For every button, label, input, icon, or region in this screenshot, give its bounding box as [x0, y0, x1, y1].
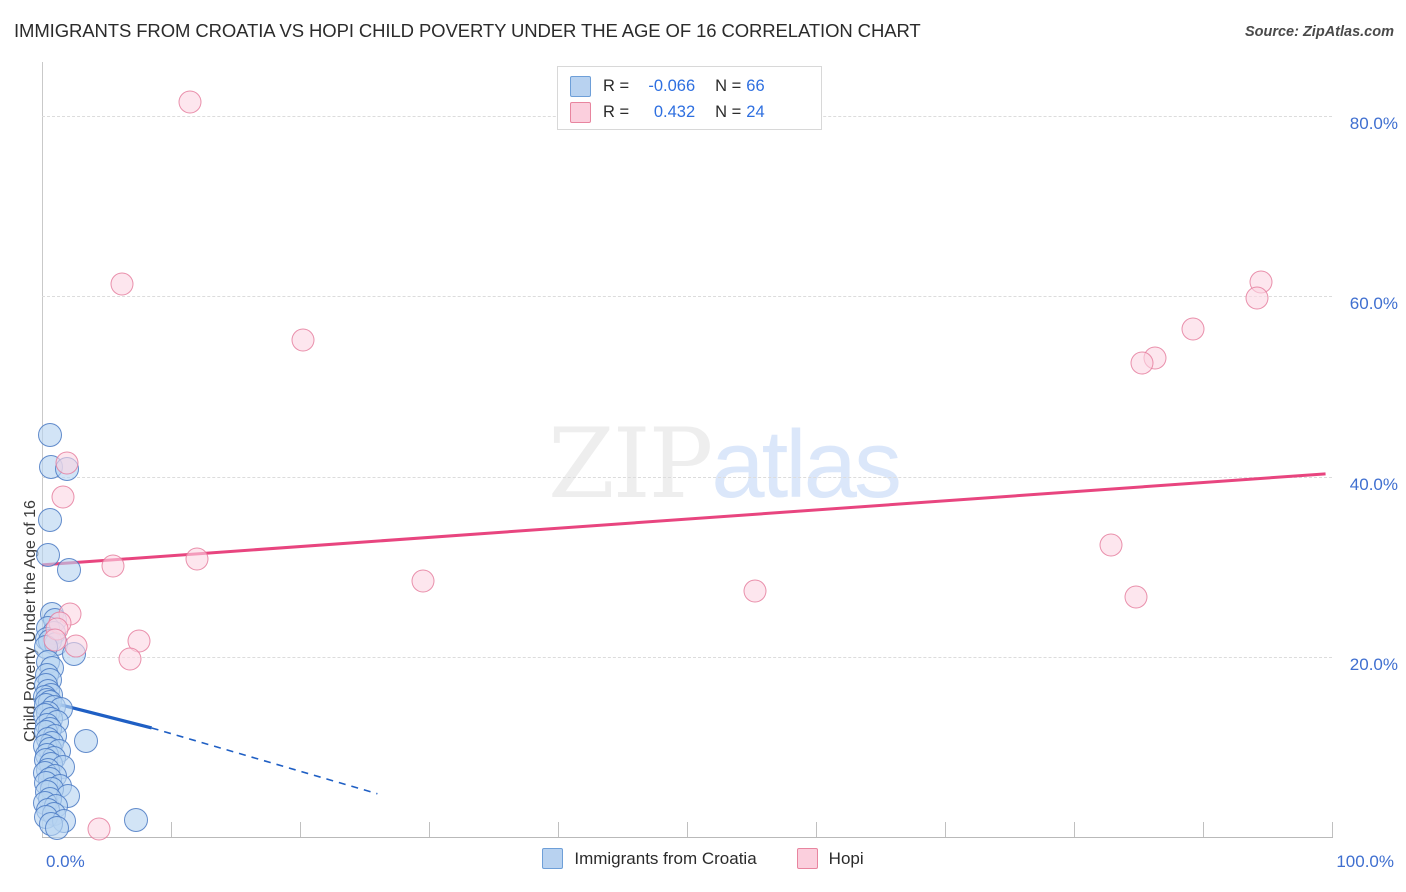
series-legend-item[interactable]: Immigrants from Croatia — [542, 848, 757, 869]
x-axis-label-max: 100.0% — [1336, 852, 1394, 871]
data-point[interactable] — [1181, 317, 1205, 341]
n-label: N = — [715, 102, 742, 121]
plot-area — [32, 62, 1333, 841]
y-axis-tick-label: 80.0% — [1349, 114, 1398, 134]
x-tick-mark — [429, 822, 430, 837]
legend-swatch-blue — [542, 848, 564, 869]
y-axis-tick-label: 40.0% — [1349, 474, 1398, 494]
x-tick-mark — [687, 822, 688, 837]
data-point[interactable] — [118, 647, 142, 671]
data-point[interactable] — [43, 628, 67, 652]
gridline — [42, 296, 1332, 298]
legend-swatch-pink — [570, 101, 591, 123]
x-tick-mark — [558, 822, 559, 837]
data-point[interactable] — [73, 728, 98, 753]
trendlines — [41, 472, 1326, 795]
data-point[interactable] — [743, 579, 767, 603]
x-tick-mark — [945, 822, 946, 837]
gridline — [42, 656, 1332, 658]
data-point[interactable] — [45, 815, 70, 840]
n-value: 66 — [746, 76, 765, 95]
gridline — [42, 476, 1332, 478]
y-axis-line — [42, 62, 43, 838]
x-axis-label-min: 0.0% — [46, 852, 85, 871]
series-legend: Immigrants from Croatia Hopi — [0, 848, 1406, 869]
x-tick-mark — [300, 822, 301, 837]
x-tick-mark — [171, 822, 172, 837]
legend-swatch-blue — [570, 75, 591, 97]
source-label: Source: ZipAtlas.com — [1244, 24, 1394, 40]
stats-legend-row: R = -0.066 N = 66 — [570, 73, 811, 99]
y-axis-tick-label: 20.0% — [1349, 654, 1398, 674]
x-tick-mark — [1332, 822, 1333, 837]
data-point[interactable] — [124, 807, 149, 832]
data-point[interactable] — [36, 542, 61, 567]
n-value: 24 — [746, 102, 765, 121]
r-label: R = — [603, 76, 630, 95]
r-value: 0.432 — [653, 102, 696, 121]
x-tick-mark — [1203, 822, 1204, 837]
data-point[interactable] — [1130, 351, 1154, 375]
series-legend-label: Hopi — [828, 848, 864, 868]
data-point[interactable] — [101, 554, 125, 578]
r-value: -0.066 — [648, 76, 696, 95]
data-point[interactable] — [185, 547, 209, 571]
data-point[interactable] — [110, 272, 134, 296]
x-tick-mark — [816, 822, 817, 837]
stats-legend-row: R = 0.432 N = 24 — [570, 99, 811, 125]
data-point[interactable] — [57, 558, 82, 583]
data-point[interactable] — [55, 451, 78, 475]
data-point[interactable] — [37, 423, 62, 448]
data-point[interactable] — [1245, 286, 1269, 310]
data-point[interactable] — [411, 569, 435, 593]
y-axis-tick-label: 60.0% — [1349, 294, 1398, 314]
page-title: IMMIGRANTS FROM CROATIA VS HOPI CHILD PO… — [14, 20, 921, 41]
trendline-solid — [41, 472, 1326, 567]
x-axis-line — [42, 837, 1333, 838]
legend-swatch-pink — [796, 848, 818, 869]
data-point[interactable] — [291, 328, 315, 352]
data-point[interactable] — [178, 90, 202, 114]
data-point[interactable] — [1099, 533, 1123, 557]
stats-legend: R = -0.066 N = 66 R = 0.432 N = 24 — [557, 66, 822, 130]
trendline-dashed — [151, 727, 378, 795]
data-point[interactable] — [1124, 585, 1148, 609]
series-legend-label: Immigrants from Croatia — [574, 848, 757, 868]
data-point[interactable] — [64, 634, 88, 658]
r-label: R = — [603, 102, 630, 121]
data-point[interactable] — [51, 485, 75, 509]
data-point[interactable] — [37, 507, 62, 532]
series-legend-item[interactable]: Hopi — [796, 848, 864, 869]
x-tick-mark — [1074, 822, 1075, 837]
n-label: N = — [715, 76, 742, 95]
data-point[interactable] — [87, 817, 111, 841]
